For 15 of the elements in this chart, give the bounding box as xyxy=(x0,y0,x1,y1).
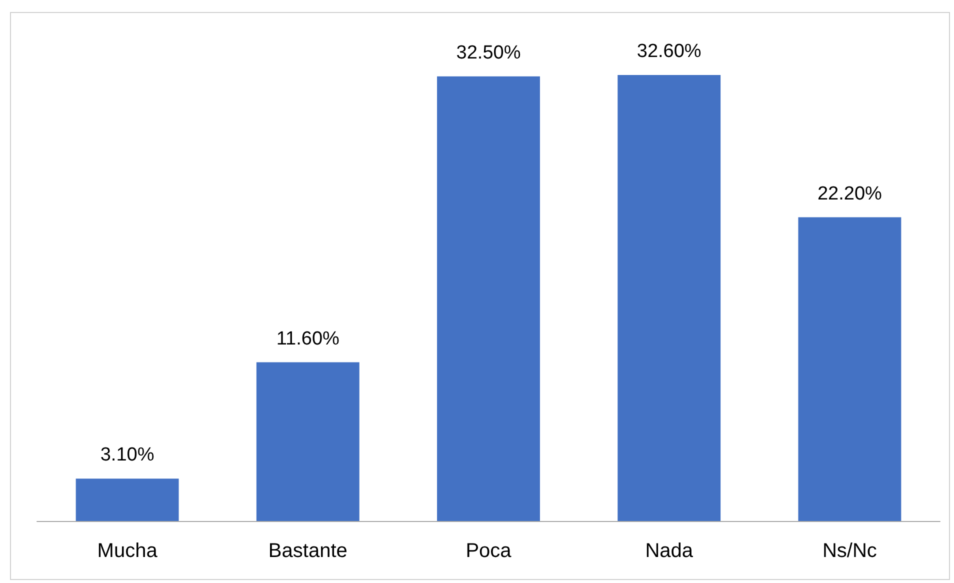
bar xyxy=(437,76,540,521)
data-label: 22.20% xyxy=(817,183,882,204)
bar xyxy=(798,217,902,521)
x-tick-label: Mucha xyxy=(97,540,158,562)
data-label: 32.50% xyxy=(456,42,521,64)
bar xyxy=(618,75,721,521)
x-tick-label: Nada xyxy=(645,540,694,562)
data-label: 3.10% xyxy=(100,444,154,466)
x-tick-label: Ns/Nc xyxy=(822,540,877,562)
bar xyxy=(256,362,360,521)
data-label: 11.60% xyxy=(276,328,340,350)
x-tick-label: Poca xyxy=(466,540,512,562)
data-label: 32.60% xyxy=(636,41,702,62)
bar xyxy=(76,478,179,521)
x-tick-label: Bastante xyxy=(268,540,348,562)
